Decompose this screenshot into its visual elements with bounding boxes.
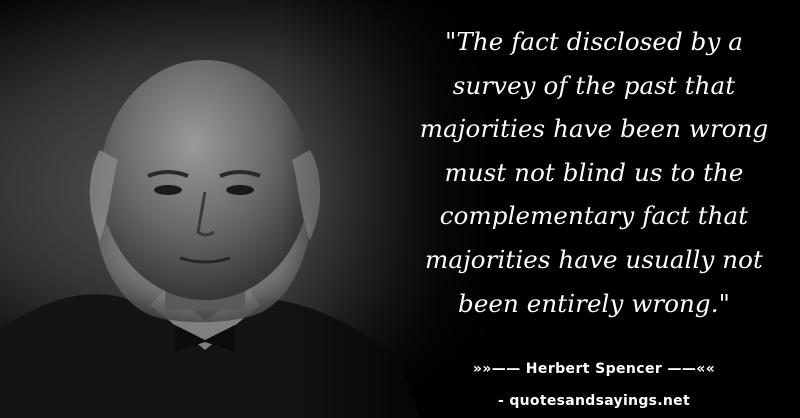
author-name: »»—— Herbert Spencer ——«« (472, 361, 716, 377)
quote-line: majorities have been wrong (419, 114, 769, 144)
quote-line: complementary fact that (439, 201, 749, 231)
quote-line: majorities have usually not (425, 244, 763, 274)
quote-line: must not blind us to the (444, 157, 744, 187)
quote-line: been entirely wrong." (458, 288, 730, 318)
site-credit: - quotesandsayings.net (498, 393, 690, 409)
quote-line: "The fact disclosed by a (445, 27, 743, 56)
quote-text: "The fact disclosed by a survey of the p… (408, 20, 780, 325)
quote-line: survey of the past that (452, 70, 736, 100)
